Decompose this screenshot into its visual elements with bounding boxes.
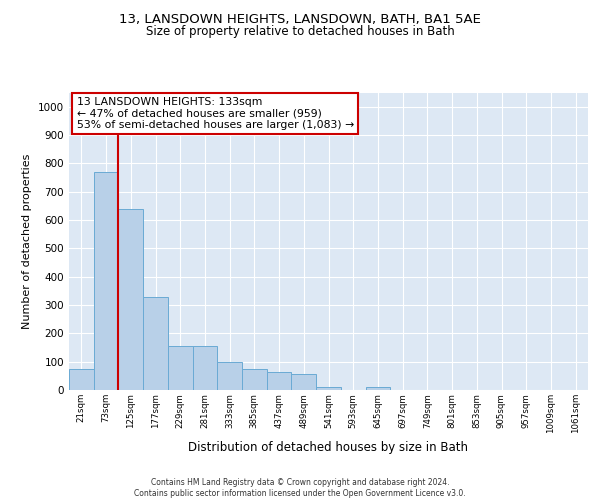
Text: Size of property relative to detached houses in Bath: Size of property relative to detached ho… xyxy=(146,25,454,38)
Bar xyxy=(69,369,94,390)
Bar xyxy=(242,369,267,390)
Y-axis label: Number of detached properties: Number of detached properties xyxy=(22,154,32,329)
Bar xyxy=(94,172,118,390)
Bar xyxy=(143,296,168,390)
X-axis label: Distribution of detached houses by size in Bath: Distribution of detached houses by size … xyxy=(188,442,469,454)
Text: 13 LANSDOWN HEIGHTS: 133sqm
← 47% of detached houses are smaller (959)
53% of se: 13 LANSDOWN HEIGHTS: 133sqm ← 47% of det… xyxy=(77,97,354,130)
Bar xyxy=(267,372,292,390)
Bar xyxy=(193,346,217,390)
Text: 13, LANSDOWN HEIGHTS, LANSDOWN, BATH, BA1 5AE: 13, LANSDOWN HEIGHTS, LANSDOWN, BATH, BA… xyxy=(119,12,481,26)
Bar xyxy=(217,362,242,390)
Bar xyxy=(168,346,193,390)
Bar xyxy=(365,387,390,390)
Bar xyxy=(118,208,143,390)
Text: Contains HM Land Registry data © Crown copyright and database right 2024.
Contai: Contains HM Land Registry data © Crown c… xyxy=(134,478,466,498)
Bar xyxy=(316,387,341,390)
Bar xyxy=(292,374,316,390)
